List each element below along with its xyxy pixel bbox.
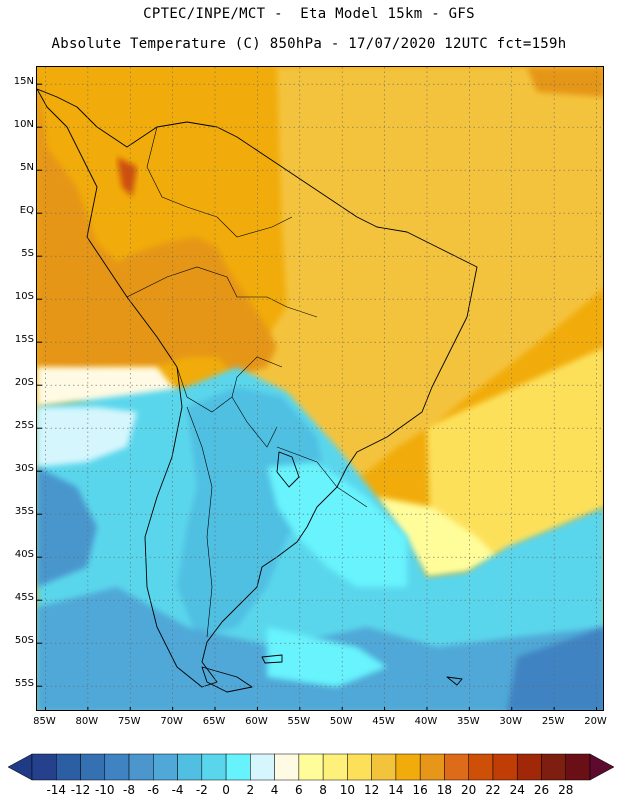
colorbar-swatch [322,753,348,781]
colorbar-tick-label: 24 [509,783,525,797]
colorbar-swatch [31,753,57,781]
map-title-line1: CPTEC/INPE/MCT - Eta Model 15km - GFS [143,6,475,22]
colorbar-tick-label: 0 [222,783,230,797]
colorbar-swatch [80,753,106,781]
lat-label: 50S [14,635,34,647]
temperature-field [37,67,603,710]
colorbar-swatch [128,753,154,781]
lat-label: 5N [20,162,34,174]
lat-lon-gridlines [37,67,603,710]
colorbar-tick-label: 14 [388,783,404,797]
lon-label: 55W [287,716,311,727]
colorbar-tick-label: 12 [364,783,380,797]
colorbar-swatch [516,753,542,781]
lon-label: 70W [160,716,183,727]
lon-label: 20W [584,716,607,727]
colorbar-swatch [274,753,300,781]
colorbar-swatch [444,753,469,781]
colorbar-tick-label: 4 [270,783,279,797]
lat-label: 35S [14,506,34,518]
colorbar-swatch [298,753,324,781]
lon-label: 80W [75,716,99,727]
colorbar-tick-label: -10 [94,783,115,797]
map-panel [36,66,604,711]
lat-label: 40S [14,549,34,561]
colorbar-underflow-triangle [8,753,33,781]
map-title-line2: Absolute Temperature (C) 850hPa - 17/07/… [51,36,567,52]
lon-label: 50W [329,716,353,727]
colorbar-tick-label: 10 [339,783,356,797]
colorbar-tick-label: -4 [171,783,184,797]
lat-label: 20S [14,377,34,389]
colorbar-swatch [250,753,275,781]
colorbar-overflow-triangle [589,753,615,781]
colorbar-tick-label: -8 [123,783,136,797]
colorbar-swatch [347,753,372,781]
colorbar-swatch [468,753,494,781]
lon-label: 35W [457,716,480,727]
colorbar-tick-label: 26 [533,783,550,797]
colorbar-tick-label: 2 [246,783,255,797]
lat-label: 10N [13,119,34,131]
temperature-colorbar [8,753,615,781]
colorbar-tick-label: 20 [461,783,477,797]
colorbar-tick-label: -12 [70,783,91,797]
colorbar-tick-label: -6 [147,783,160,797]
lat-label: 25S [14,420,34,432]
colorbar-swatch [371,753,397,781]
lat-label: 30S [14,463,34,475]
lat-label: 45S [14,592,34,604]
colorbar-tick-label: -14 [46,783,67,797]
colorbar-tick-label: 18 [436,783,453,797]
colorbar-swatch [104,753,130,781]
colorbar-swatch [541,753,566,781]
colorbar-tick-label: 22 [485,783,501,797]
colorbar-swatch [395,753,421,781]
lon-label: 60W [245,716,268,727]
colorbar-swatch [419,753,445,781]
colorbar-swatch [153,753,178,781]
colorbar-swatch [201,753,227,781]
colorbar-swatch [177,753,203,781]
temperature-field-map [37,67,603,710]
lon-label: 85W [33,716,56,727]
lon-label: 40W [414,716,438,727]
lat-label: 55S [14,678,34,690]
lat-label: 10S [14,291,34,303]
lon-label: 30W [499,716,523,727]
colorbar-swatch [492,753,518,781]
lat-label: EQ [19,205,34,217]
colorbar-tick-label: -2 [195,783,208,797]
colorbar-tick-label: 28 [558,783,574,797]
lat-label: 15N [13,76,34,88]
lat-label: 5S [21,248,34,260]
lon-label: 75W [117,716,141,727]
colorbar-swatch [225,753,251,781]
lon-label: 65W [202,716,226,727]
country-borders [126,126,368,638]
colorbar-swatch [565,753,591,781]
colorbar-swatch [56,753,81,781]
colorbar-tick-label: 8 [319,783,327,797]
lat-label: 15S [14,334,34,346]
colorbar-tick-label: 16 [412,783,428,797]
lon-label: 25W [541,716,565,727]
lon-label: 45W [372,716,395,727]
colorbar-tick-label: 6 [295,783,303,797]
